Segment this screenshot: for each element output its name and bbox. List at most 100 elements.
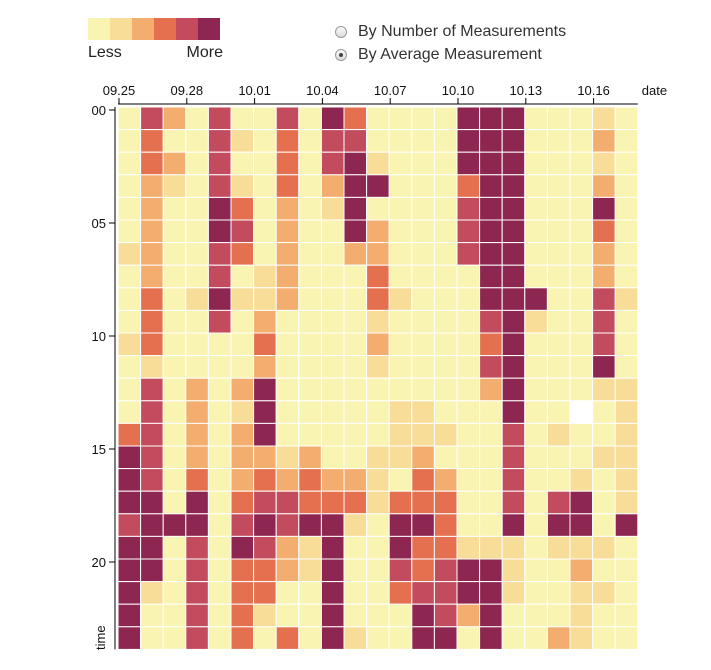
heatmap-cell <box>614 106 639 131</box>
heatmap-cell <box>569 219 594 244</box>
heatmap-cell <box>253 264 277 289</box>
heatmap-cell <box>275 490 300 515</box>
heatmap-cell <box>388 174 413 198</box>
heatmap-cell <box>569 129 594 153</box>
heatmap-cell <box>433 468 458 492</box>
heatmap-cell <box>140 535 164 560</box>
heatmap-cell <box>388 468 413 492</box>
heatmap-cell <box>614 129 639 153</box>
heatmap-cell <box>253 309 277 334</box>
heatmap-cell <box>388 535 413 560</box>
heatmap-cell <box>546 264 571 289</box>
heatmap-cell <box>207 355 232 379</box>
x-tick-label: 09.25 <box>103 83 136 98</box>
heatmap-cell <box>140 355 164 379</box>
heatmap-cell <box>320 287 345 311</box>
heatmap-cell <box>479 219 503 244</box>
radio-by-average-measurement[interactable]: By Average Measurement <box>335 43 566 66</box>
heatmap-cell <box>230 445 255 470</box>
heatmap-cell <box>388 558 413 583</box>
heatmap-cell <box>185 106 209 131</box>
heatmap-cell <box>140 129 164 153</box>
heatmap-cell <box>162 445 187 470</box>
heatmap-cell <box>117 106 142 131</box>
heatmap-cell <box>501 151 526 176</box>
heatmap-cell <box>298 355 322 379</box>
heatmap-cell <box>253 287 277 311</box>
heatmap-cell <box>162 400 187 424</box>
heatmap-cell <box>411 558 435 583</box>
heatmap-cell <box>433 174 458 198</box>
heatmap-cell <box>456 468 481 492</box>
heatmap-cell <box>524 400 548 424</box>
heatmap-cell <box>411 400 435 424</box>
heatmap-cell <box>388 603 413 628</box>
heatmap-cell <box>117 129 142 153</box>
heatmap-cell <box>162 490 187 515</box>
heatmap-cell <box>162 219 187 244</box>
x-tick-label: 10.04 <box>306 83 339 98</box>
heatmap-cell <box>207 242 232 266</box>
heatmap-cell <box>546 309 571 334</box>
heatmap-cell <box>253 513 277 537</box>
heatmap-cell <box>207 174 232 198</box>
heatmap-cell <box>230 422 255 447</box>
heatmap-cell <box>411 603 435 628</box>
heatmap-cell <box>546 332 571 357</box>
heatmap-cell <box>524 445 548 470</box>
heatmap-cell <box>140 151 164 176</box>
heatmap-cell <box>569 151 594 176</box>
y-tick-label: 00 <box>92 103 106 118</box>
heatmap-cell <box>524 219 548 244</box>
heatmap-cell <box>524 535 548 560</box>
heatmap-cell <box>546 400 571 424</box>
heatmap-cell <box>546 219 571 244</box>
heatmap-cell <box>479 332 503 357</box>
heatmap-cell <box>207 422 232 447</box>
heatmap-cell <box>298 558 322 583</box>
heatmap-cell <box>456 196 481 221</box>
heatmap-cell <box>207 332 232 357</box>
heatmap-cell <box>185 196 209 221</box>
x-tick-label: 10.01 <box>238 83 271 98</box>
heatmap-cell <box>162 377 187 402</box>
heatmap-cell <box>366 287 390 311</box>
heatmap-cell <box>501 129 526 153</box>
heatmap-cell <box>207 287 232 311</box>
heatmap-cell <box>411 422 435 447</box>
radio-by-number-of-measurements[interactable]: By Number of Measurements <box>335 20 566 43</box>
heatmap-cell <box>117 513 142 537</box>
legend-labels: Less More <box>88 44 223 64</box>
heatmap-cell <box>456 558 481 583</box>
y-tick-label: 15 <box>92 442 106 457</box>
heatmap-cell <box>117 242 142 266</box>
heatmap-cell <box>524 513 548 537</box>
heatmap-cell <box>140 422 164 447</box>
heatmap-cell <box>140 242 164 266</box>
heatmap-cell <box>569 513 594 537</box>
heatmap-cell <box>230 581 255 605</box>
heatmap-cell <box>388 129 413 153</box>
heatmap-cell <box>546 106 571 131</box>
heatmap-cell <box>320 106 345 131</box>
heatmap-cell <box>366 174 390 198</box>
heatmap-cell <box>592 445 616 470</box>
heatmap-cell <box>546 422 571 447</box>
heatmap-cell <box>569 196 594 221</box>
heatmap-cell <box>479 603 503 628</box>
heatmap-cell <box>140 106 164 131</box>
heatmap-cell <box>546 581 571 605</box>
heatmap-cell <box>524 603 548 628</box>
heatmap-cell <box>524 287 548 311</box>
heatmap-cell <box>230 129 255 153</box>
radio-button-icon[interactable] <box>335 48 347 61</box>
radio-button-icon[interactable] <box>335 25 347 38</box>
heatmap-cell <box>343 581 368 605</box>
heatmap-cell <box>592 626 616 650</box>
heatmap-cell <box>162 151 187 176</box>
heatmap-cell <box>140 309 164 334</box>
heatmap-cell <box>320 581 345 605</box>
y-tick-label: 20 <box>92 555 106 570</box>
heatmap-cell <box>388 106 413 131</box>
x-axis-title: date <box>642 83 667 98</box>
